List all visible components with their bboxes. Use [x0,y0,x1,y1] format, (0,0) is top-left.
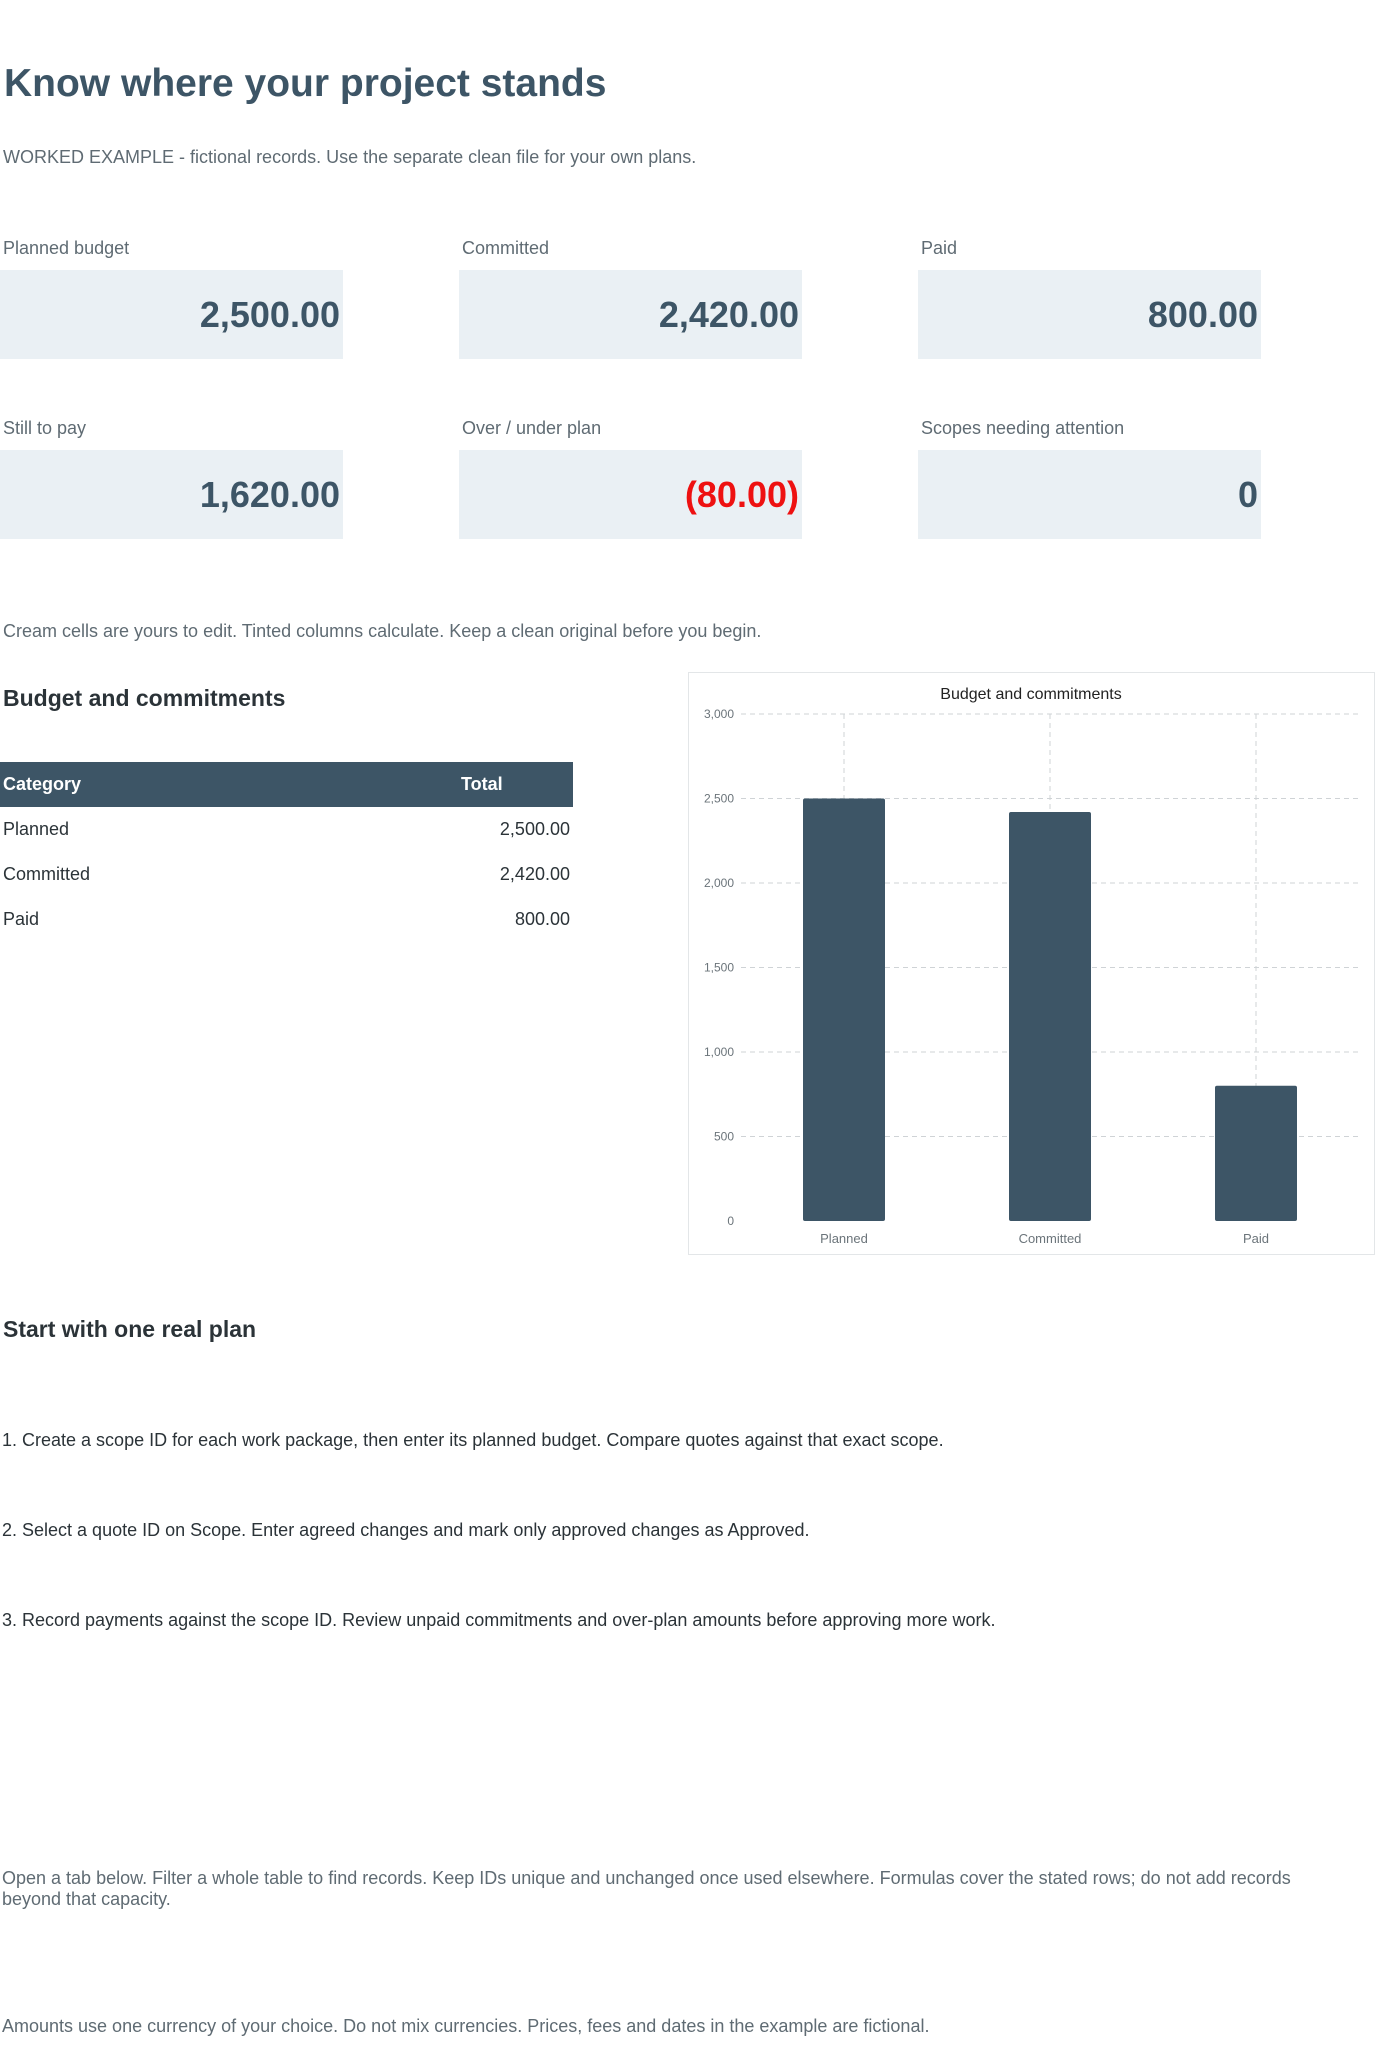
step-1: 1. Create a scope ID for each work packa… [2,1430,944,1450]
page-subtitle: WORKED EXAMPLE - fictional records. Use … [3,147,697,167]
y-tick-label: 3,000 [704,707,734,721]
kpi-still-to-pay-label: Still to pay [3,418,87,438]
y-tick-label: 1,000 [704,1045,734,1059]
kpi-over-under-value[interactable]: (80.00) [459,450,802,539]
table-cell-total[interactable]: 800.00 [514,909,570,929]
table-cell-total[interactable]: 2,420.00 [499,864,570,884]
x-tick-label: Paid [1243,1231,1269,1246]
table-row[interactable]: Committed 2,420.00 [0,852,573,897]
table-row[interactable]: Paid 800.00 [0,897,573,942]
kpi-planned-label: Planned budget [3,238,130,258]
kpi-paid-value[interactable]: 800.00 [918,270,1261,359]
kpi-planned-value[interactable]: 2,500.00 [0,270,343,359]
x-tick-label: Planned [820,1231,868,1246]
tabs-note: Open a tab below. Filter a whole table t… [2,1868,1291,1909]
column-header-category[interactable]: Category [0,762,458,807]
column-header-total[interactable]: Total [458,762,573,807]
table-cell-category[interactable]: Committed [3,864,91,884]
bar-paid[interactable] [1215,1085,1297,1221]
table-cell-category[interactable]: Planned [3,819,70,839]
budget-section-title: Budget and commitments [3,685,286,711]
kpi-paid-label: Paid [921,238,958,258]
kpi-committed-value[interactable]: 2,420.00 [459,270,802,359]
step-3: 3. Record payments against the scope ID.… [2,1610,996,1630]
budget-chart-svg: Budget and commitments 0 500 1,000 1,500 2,0… [704,686,1359,1246]
chart-title: Budget and commitments [940,686,1121,703]
table-row[interactable]: Planned 2,500.00 [0,807,573,852]
kpi-scopes-attention-label: Scopes needing attention [921,418,1125,438]
edit-note: Cream cells are yours to edit. Tinted co… [3,621,762,641]
kpi-scopes-attention-value[interactable]: 0 [918,450,1261,539]
y-tick-label: 2,000 [704,876,734,890]
budget-table: Category Total Planned 2,500.00 Committe… [0,762,573,942]
kpi-over-under-label: Over / under plan [462,418,602,438]
bar-planned[interactable] [803,798,885,1222]
x-tick-label: Committed [1019,1231,1082,1246]
y-tick-label: 1,500 [704,961,734,975]
y-tick-label: 0 [727,1214,734,1228]
kpi-still-to-pay-value[interactable]: 1,620.00 [0,450,343,539]
budget-chart[interactable]: Budget and commitments 0 500 1,000 1,500 2,0… [688,672,1375,1255]
currency-note: Amounts use one currency of your choice.… [2,2016,930,2036]
y-tick-label: 2,500 [704,792,734,806]
page-title: Know where your project stands [4,62,607,105]
bar-committed[interactable] [1009,812,1091,1221]
start-section-title: Start with one real plan [3,1316,257,1342]
kpi-committed-label: Committed [462,238,550,258]
step-2: 2. Select a quote ID on Scope. Enter agr… [2,1520,810,1540]
y-tick-label: 500 [714,1130,734,1144]
table-cell-total[interactable]: 2,500.00 [499,819,570,839]
table-cell-category[interactable]: Paid [3,909,40,929]
table-header-row: Category Total [0,762,573,807]
